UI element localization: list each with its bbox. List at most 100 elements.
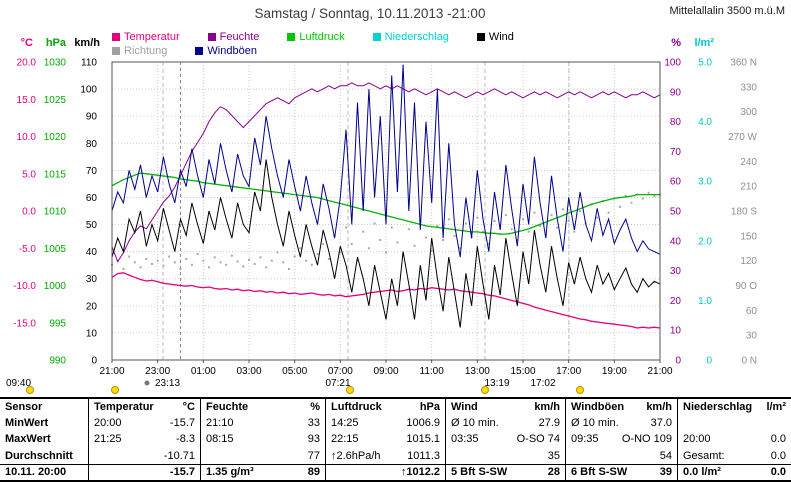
- richtung-dot: [362, 230, 365, 233]
- table-cell: 54: [565, 447, 677, 464]
- cell-value: 1011.3: [407, 449, 440, 462]
- legend-item-windböen: Windböen: [195, 45, 257, 57]
- axis-tick: 1020: [44, 132, 67, 143]
- axis-tick: 70: [670, 147, 682, 158]
- richtung-dot: [219, 261, 222, 264]
- axis-tick: 110: [81, 58, 97, 69]
- axis-unit-hpa: hPa: [46, 37, 67, 49]
- axis-tick: 40: [86, 247, 98, 258]
- axis-tick: 4.0: [698, 117, 712, 128]
- axis-tick: 50: [86, 220, 98, 231]
- series-wind: [111, 159, 661, 328]
- axis-tick: 40: [670, 236, 682, 247]
- axis-tick: 1000: [44, 281, 67, 292]
- richtung-dot: [561, 208, 564, 211]
- legend-row-1: Temperatur Feuchte Luftdruck Niederschlag Wi…: [112, 31, 542, 43]
- legend-label: Richtung: [124, 45, 168, 57]
- axis-tick: 30: [670, 266, 682, 277]
- axis-tick: 1010: [44, 207, 67, 218]
- axis-tick: 80: [670, 117, 682, 128]
- cell-value: 33: [307, 417, 320, 430]
- legend-row-2: Richtung Windböen: [112, 45, 285, 57]
- richtung-dot: [493, 219, 496, 222]
- axis-tick: 360 N: [730, 58, 757, 69]
- richtung-dot: [607, 211, 610, 214]
- richtung-dot: [259, 256, 262, 259]
- cell-time: Ø 10 min.: [451, 417, 499, 430]
- cell-time: 21:10: [206, 417, 234, 430]
- richtung-dot: [630, 201, 633, 204]
- axis-tick: 20: [86, 301, 98, 312]
- x-axis-label: 13:00: [465, 366, 490, 377]
- axis-tick: 60: [746, 306, 758, 317]
- axis-tick: 60: [670, 177, 682, 188]
- page-title: Samstag / Sonntag, 10.11.2013 -21:00: [254, 6, 486, 21]
- table-row-label: MaxWert: [5, 433, 51, 446]
- richtung-dot: [430, 249, 433, 252]
- cell-time: 21:25: [94, 433, 122, 446]
- legend-item-feuchte: Feuchte: [207, 31, 259, 43]
- cell-time: ↑2.6hPa/h: [331, 449, 381, 462]
- table-cell: 14:25 1006.9: [325, 415, 445, 432]
- richtung-dot: [185, 258, 188, 261]
- cell-time: 1.35 g/m³: [206, 466, 254, 479]
- richtung-dot: [128, 255, 131, 258]
- cell-time: 5 Bft S-SW: [451, 466, 508, 479]
- richtung-dot: [619, 205, 622, 208]
- cell-value: 93: [307, 433, 320, 446]
- table-cell: 20:00 0.0: [677, 431, 791, 448]
- richtung-dot: [459, 247, 462, 250]
- richtung-dot: [242, 265, 245, 268]
- axis-tick: 90: [670, 87, 682, 98]
- cell-time: 22:15: [331, 433, 359, 446]
- legend-label: Temperatur: [124, 31, 180, 43]
- richtung-dot: [447, 218, 450, 221]
- table-header-sensor: Sensor: [5, 401, 43, 414]
- table-cell: 21:10 33: [200, 415, 325, 432]
- richtung-dot: [482, 230, 485, 233]
- cell-time: 20:00: [683, 433, 711, 446]
- axis-tick: 1030: [44, 58, 67, 69]
- richtung-dot: [596, 216, 599, 219]
- x-axis-label: 09:00: [373, 366, 398, 377]
- axis-tick: 100: [80, 85, 97, 96]
- table-cell: 08:15 93: [200, 431, 325, 448]
- richtung-dot: [653, 195, 656, 198]
- richtung-dot: [356, 259, 359, 262]
- axis-tick: 0: [91, 356, 97, 367]
- richtung-dot: [516, 238, 519, 241]
- legend-swatch-icon: [287, 33, 296, 41]
- sun-marker-icon: [481, 386, 489, 394]
- richtung-dot: [550, 214, 553, 217]
- table-cell: Ø 10 min. 27.9: [445, 415, 565, 432]
- axis-tick: 990: [49, 356, 66, 367]
- axis-tick: 1015: [44, 169, 67, 180]
- cell-time: 6 Bft S-SW: [571, 466, 628, 479]
- cell-value: 89: [307, 466, 320, 479]
- richtung-dot: [476, 216, 479, 219]
- moon-marker-icon: [144, 380, 150, 386]
- richtung-dot: [424, 236, 427, 239]
- legend-label: Wind: [488, 31, 514, 43]
- axis-tick: 210: [740, 182, 757, 193]
- cell-value: 1015.1: [406, 433, 440, 446]
- axis-unit-lm2: l/m²: [694, 37, 714, 49]
- richtung-dot: [265, 266, 268, 269]
- table-cell: 77: [200, 447, 325, 464]
- richtung-dot: [385, 251, 387, 254]
- table-cell: ↑2.6hPa/h 1011.3: [325, 447, 445, 464]
- table-cell: Ø 10 min. 37.0: [565, 415, 677, 432]
- cell-time: 03:35: [451, 433, 479, 446]
- richtung-dot: [413, 244, 416, 247]
- axis-tick: 240: [740, 157, 757, 168]
- richtung-dot: [276, 251, 279, 254]
- richtung-dot: [573, 230, 576, 233]
- sun-moon-time: 09:40: [6, 378, 31, 389]
- richtung-dot: [539, 224, 542, 227]
- axis-tick: -15.0: [13, 318, 36, 329]
- cell-value: 77: [307, 449, 320, 462]
- sun-moon-time: 13:19: [484, 378, 509, 389]
- legend-label: Luftdruck: [299, 31, 345, 43]
- axis-tick: 300: [740, 107, 757, 118]
